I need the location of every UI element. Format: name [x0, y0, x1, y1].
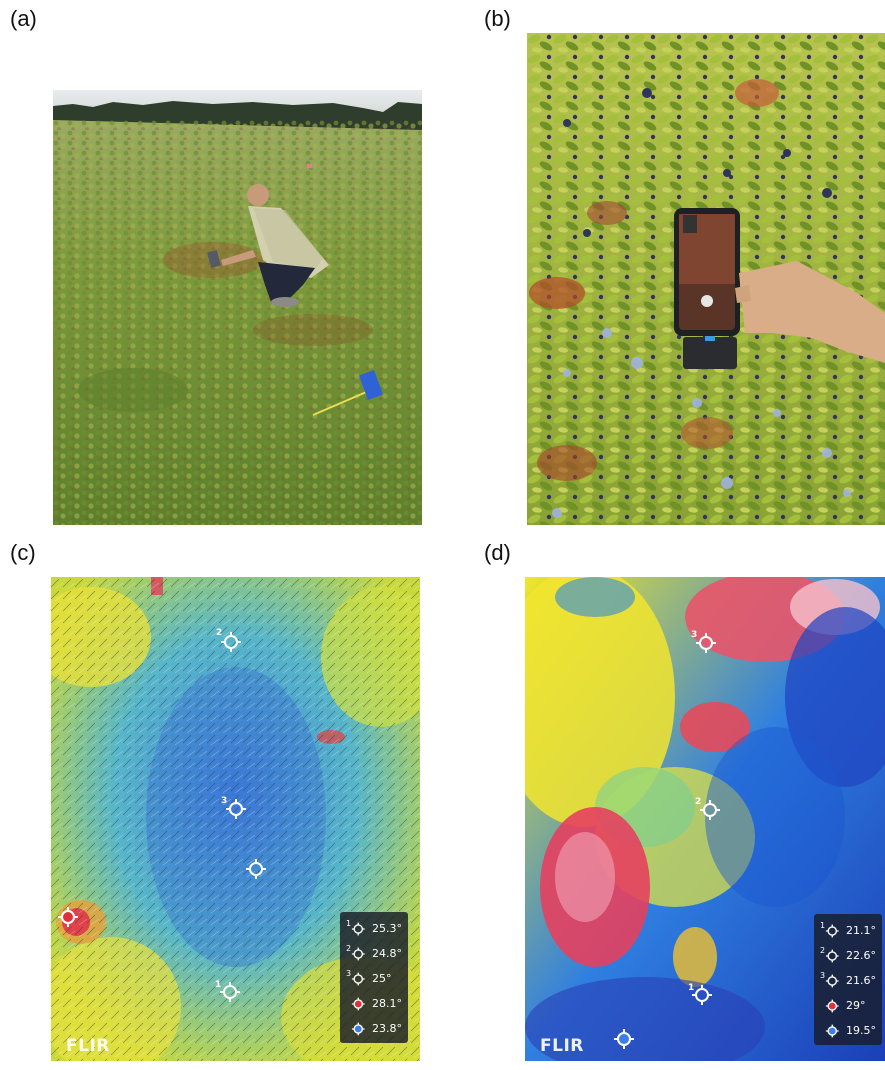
marker-number: 3: [221, 796, 228, 806]
legend-row: 3 21.6°: [820, 971, 876, 987]
spot-icon: [352, 972, 366, 985]
measurement-marker-icon: [246, 859, 266, 879]
marker-number: 1: [688, 983, 695, 993]
person-figure: [207, 184, 329, 307]
flir-logo: FLIR: [540, 1036, 584, 1056]
legend-row: 1 21.1°: [820, 921, 876, 937]
panel-c-label: (c): [10, 540, 36, 565]
min-temp-icon: [352, 1022, 366, 1035]
spot-icon: [826, 924, 840, 937]
phone-with-thermal-camera: [674, 208, 740, 369]
max-temp-icon: [352, 997, 366, 1010]
temperature-legend-c: 1 25.3° 2 24.8° 3 25° 28.1° 23.8°: [340, 912, 408, 1043]
field-photo: [53, 90, 422, 525]
temperature-legend-d: 1 21.1° 2 22.6° 3 21.6° 29° 19.5°: [814, 914, 882, 1045]
min-temp-icon: [826, 1024, 840, 1037]
blue-flag: [312, 370, 383, 416]
coldspot-marker-icon: [614, 1029, 634, 1049]
legend-row: 23.8°: [346, 1016, 402, 1041]
panel-d-label: (d): [484, 540, 511, 565]
spot-icon: [352, 922, 366, 935]
spot-icon: [826, 974, 840, 987]
spot-icon: [352, 947, 366, 960]
measurement-marker-icon: [692, 985, 712, 1005]
panel-a-label: (a): [10, 6, 37, 31]
legend-row: 28.1°: [346, 991, 402, 1016]
marker-number: 2: [695, 797, 702, 807]
hotspot-marker-icon: [58, 907, 78, 927]
marker-number: 1: [215, 980, 222, 990]
measurement-marker-icon: [700, 800, 720, 820]
measurement-marker-icon: [220, 982, 240, 1002]
legend-row: 29°: [820, 993, 876, 1018]
thermal-image-closeup: [525, 577, 885, 1061]
spot-icon: [826, 949, 840, 962]
legend-row: 2 24.8°: [346, 944, 402, 960]
legend-row: 19.5°: [820, 1018, 876, 1043]
max-temp-icon: [826, 999, 840, 1012]
marker-number: 2: [216, 628, 223, 638]
legend-row: 1 25.3°: [346, 919, 402, 935]
legend-row: 3 25°: [346, 969, 392, 985]
blueberry-closeup-photo: [527, 33, 885, 525]
flir-logo: FLIR: [66, 1036, 110, 1056]
marker-number: 3: [691, 630, 698, 640]
panel-b-label: (b): [484, 6, 511, 31]
measurement-marker-icon: [221, 632, 241, 652]
measurement-marker-icon: [226, 799, 246, 819]
measurement-marker-icon: [696, 633, 716, 653]
legend-row: 2 22.6°: [820, 946, 876, 962]
